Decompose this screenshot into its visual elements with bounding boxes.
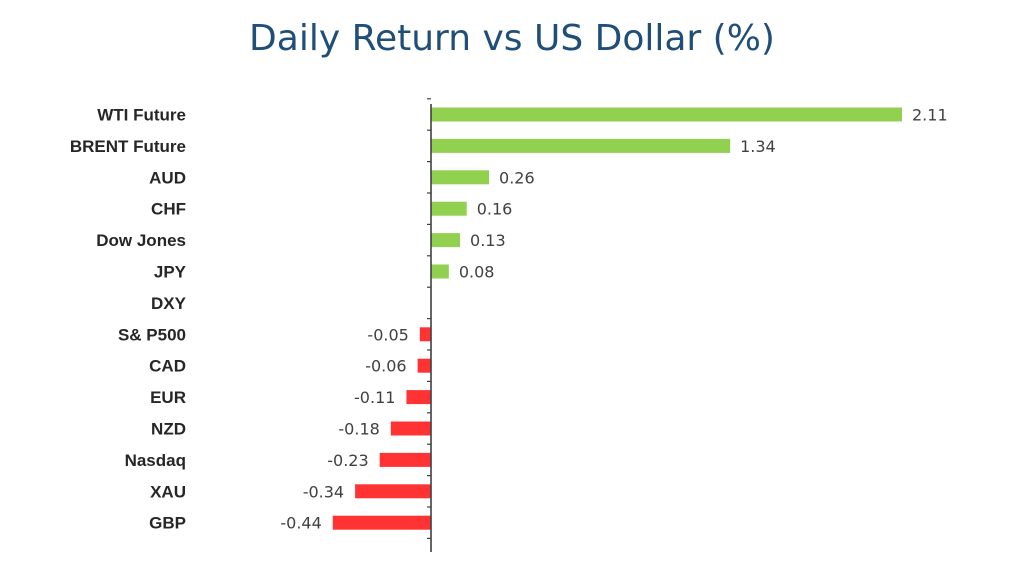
value-label: 0.16: [477, 200, 513, 219]
category-label: GBP: [149, 514, 186, 533]
bar: [431, 201, 467, 216]
value-label: -0.11: [354, 388, 395, 407]
bar: [431, 233, 461, 248]
bar: [419, 327, 431, 342]
bar: [390, 421, 431, 436]
value-label: -0.05: [367, 325, 408, 344]
bar: [431, 264, 449, 279]
y-axis: [427, 98, 432, 552]
bar: [406, 390, 431, 405]
bar: [431, 107, 902, 122]
bar: [431, 138, 731, 153]
value-label: 0.08: [459, 263, 495, 282]
category-label: NZD: [151, 420, 186, 439]
value-label: -0.34: [303, 482, 344, 501]
bar: [417, 358, 431, 373]
value-label: -0.18: [338, 420, 379, 439]
bar: [332, 515, 431, 530]
category-label: Nasdaq: [125, 451, 186, 470]
bar: [355, 484, 431, 499]
category-label: S& P500: [118, 325, 186, 344]
value-label: 2.11: [912, 106, 948, 125]
category-label: CAD: [149, 357, 186, 376]
value-label: -0.23: [327, 451, 368, 470]
value-label: 0.26: [499, 168, 535, 187]
category-label: EUR: [150, 388, 186, 407]
bar: [379, 452, 431, 467]
category-label: CHF: [151, 200, 186, 219]
category-labels: WTI Future BRENT Future AUD CHF Dow Jones JPY…: [70, 106, 187, 533]
category-label: XAU: [150, 482, 186, 501]
value-label: 0.13: [470, 231, 506, 250]
category-label: WTI Future: [97, 106, 186, 125]
category-label: JPY: [154, 263, 187, 282]
bar: [431, 170, 490, 185]
category-label: DXY: [151, 294, 187, 313]
bars-layer: [332, 107, 902, 530]
value-labels: 2.11 1.34 0.26 0.16 0.13 0.08 -0.05 -0.06 -0.11 -…: [280, 106, 947, 533]
value-label: -0.06: [365, 357, 406, 376]
category-label: Dow Jones: [96, 231, 186, 250]
category-label: AUD: [149, 168, 186, 187]
category-label: BRENT Future: [70, 137, 186, 156]
chart-title: Daily Return vs US Dollar (%): [249, 18, 775, 59]
value-label: 1.34: [740, 137, 776, 156]
value-label: -0.44: [280, 514, 321, 533]
